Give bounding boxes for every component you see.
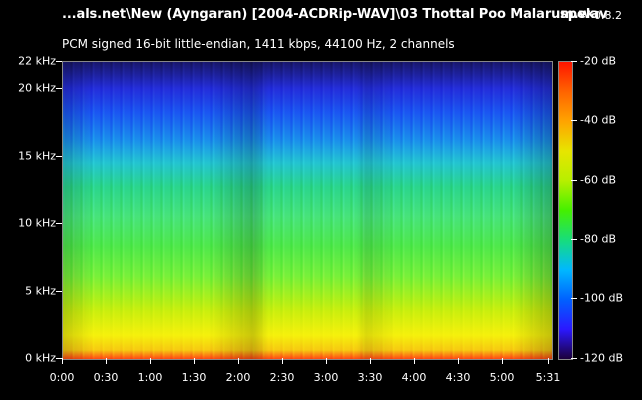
db-label-minus-100: -100 dB [580, 291, 623, 305]
db-colorbar [558, 61, 573, 360]
db-tick-minus-80 [571, 239, 577, 240]
y-axis-label-20khz: 20 kHz [18, 81, 56, 95]
y-tick-0khz [56, 358, 62, 359]
db-label-minus-20: -20 dB [580, 54, 616, 68]
db-tick-minus-120 [571, 358, 577, 359]
db-tick-minus-40 [571, 120, 577, 121]
x-tick-5-31 [548, 358, 549, 364]
y-tick-15khz [56, 156, 62, 157]
y-tick-10khz [56, 223, 62, 224]
x-tick-4-30 [458, 358, 459, 364]
y-tick-5khz [56, 291, 62, 292]
x-tick-0-00 [62, 358, 63, 364]
y-axis-label-22khz: 22 kHz [18, 54, 56, 68]
x-axis-label-5-31: 5:31 [535, 371, 561, 384]
db-tick-minus-20 [571, 61, 577, 62]
x-tick-1-30 [194, 358, 195, 364]
x-axis-label-0-30: 0:30 [93, 371, 119, 384]
x-tick-0-30 [106, 358, 107, 364]
db-label-minus-60: -60 dB [580, 173, 616, 187]
y-axis-label-10khz: 10 kHz [18, 216, 56, 230]
db-label-minus-80: -80 dB [580, 232, 616, 246]
app-version: 0.8.2 [594, 9, 622, 22]
x-axis-label-1-30: 1:30 [181, 371, 207, 384]
x-tick-2-30 [282, 358, 283, 364]
app-name: spek [560, 7, 595, 22]
x-axis-label-4-30: 4:30 [445, 371, 471, 384]
x-tick-3-00 [326, 358, 327, 364]
x-tick-1-00 [150, 358, 151, 364]
window-title: ...als.net\New (Ayngaran) [2004-ACDRip-W… [62, 7, 608, 22]
x-axis-label-0-00: 0:00 [49, 371, 75, 384]
y-tick-22khz [56, 61, 62, 62]
x-axis-label-5-00: 5:00 [489, 371, 515, 384]
x-tick-5-00 [502, 358, 503, 364]
y-axis-label-0khz: 0 kHz [25, 351, 56, 365]
x-axis-label-1-00: 1:00 [137, 371, 163, 384]
x-tick-4-00 [414, 358, 415, 364]
x-axis-label-3-30: 3:30 [357, 371, 383, 384]
x-axis-label-4-00: 4:00 [401, 371, 427, 384]
db-tick-minus-60 [571, 180, 577, 181]
x-axis-label-2-30: 2:30 [269, 371, 295, 384]
x-axis-label-2-00: 2:00 [225, 371, 251, 384]
y-axis-label-5khz: 5 kHz [25, 284, 56, 298]
x-axis-label-3-00: 3:00 [313, 371, 339, 384]
db-tick-minus-100 [571, 298, 577, 299]
spectrogram-plot [62, 61, 553, 360]
db-label-minus-40: -40 dB [580, 113, 616, 127]
x-tick-2-00 [238, 358, 239, 364]
y-tick-20khz [56, 88, 62, 89]
audio-format-subtitle: PCM signed 16-bit little-endian, 1411 kb… [62, 37, 455, 51]
y-axis-label-15khz: 15 kHz [18, 149, 56, 163]
x-tick-3-30 [370, 358, 371, 364]
db-label-minus-120: -120 dB [580, 351, 623, 365]
